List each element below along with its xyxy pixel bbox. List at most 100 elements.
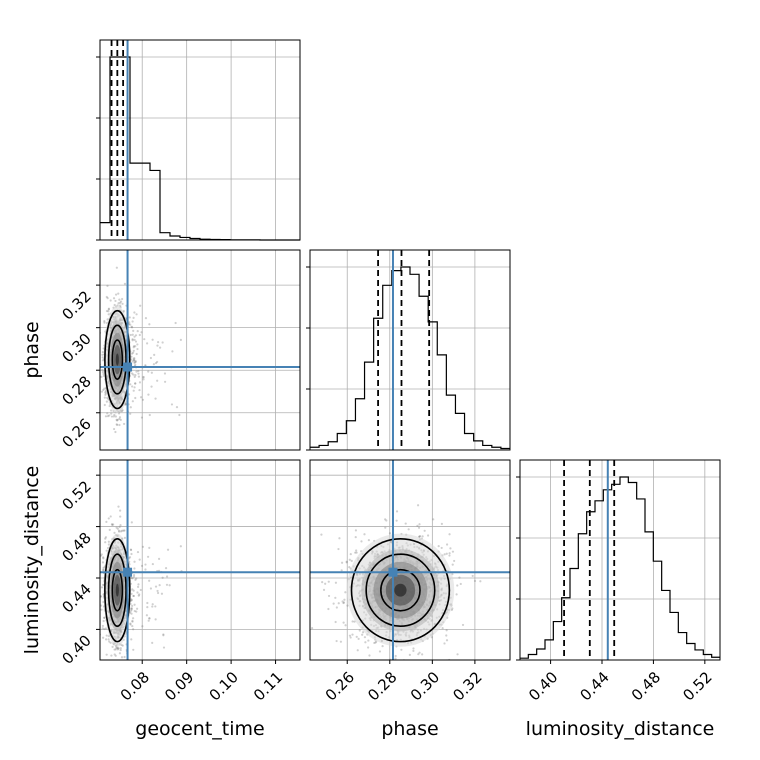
sample-point <box>111 645 114 648</box>
sample-point <box>131 619 134 622</box>
sample-point <box>354 551 357 554</box>
x-tick-label: 0.40 <box>525 668 561 704</box>
sample-point <box>138 381 142 384</box>
sample-point <box>154 585 158 588</box>
hist-phase-grid <box>310 250 510 450</box>
sample-point <box>344 591 347 594</box>
sample-point <box>119 648 122 652</box>
histogram-bar <box>465 434 474 450</box>
sample-point <box>108 640 111 643</box>
histogram-bar <box>130 163 140 240</box>
sample-point <box>105 520 108 523</box>
histogram-bar <box>562 598 570 660</box>
histogram-bar <box>437 355 446 450</box>
sample-point <box>122 529 125 532</box>
sample-point <box>117 505 120 508</box>
sample-point <box>448 533 451 536</box>
sample-point <box>150 385 153 388</box>
sample-point <box>115 266 118 269</box>
sample-point <box>132 316 135 319</box>
sample-point <box>101 627 104 630</box>
sample-point <box>138 593 141 596</box>
sample-point <box>150 371 153 374</box>
sample-point <box>134 374 137 377</box>
histogram-bar <box>553 622 561 660</box>
sample-point <box>130 607 133 610</box>
histogram-bar <box>319 445 328 450</box>
sample-point <box>156 589 159 593</box>
density-panel-phase-luminosity_distance <box>310 460 510 663</box>
histogram-bar <box>346 421 355 450</box>
sample-point <box>445 543 449 546</box>
histogram-bar <box>483 445 492 450</box>
sample-point <box>415 661 417 663</box>
sample-point <box>106 284 109 287</box>
sample-point <box>111 523 114 527</box>
sample-point <box>119 304 122 307</box>
sample-point <box>102 372 105 376</box>
sample-point <box>114 299 117 303</box>
sample-point <box>171 350 174 353</box>
sample-point <box>161 341 164 344</box>
histogram-bar <box>653 561 661 660</box>
sample-point <box>348 558 351 561</box>
sample-point <box>102 583 105 587</box>
sample-point <box>445 552 448 555</box>
sample-point <box>118 417 121 420</box>
contour-line <box>104 537 131 643</box>
sample-point <box>109 299 112 302</box>
histogram-bar <box>628 482 636 660</box>
sample-point <box>129 623 132 626</box>
x-tick-label: 0.48 <box>628 668 664 704</box>
density-geocent_time-phase-grid <box>100 250 300 450</box>
sample-point <box>101 359 105 362</box>
sample-point <box>165 583 169 586</box>
histogram-bar <box>678 633 686 660</box>
sample-point <box>102 636 105 639</box>
sample-point <box>160 592 164 595</box>
histogram-bar <box>595 501 603 660</box>
sample-point <box>133 386 136 389</box>
sample-point <box>121 297 124 301</box>
sample-point <box>450 608 453 612</box>
y-tick-label: 0.48 <box>58 529 94 565</box>
sample-point <box>107 517 110 520</box>
sample-point <box>337 547 340 551</box>
sample-point <box>107 310 110 313</box>
sample-point <box>367 539 370 542</box>
sample-point <box>133 375 136 379</box>
sample-point <box>104 391 107 394</box>
truth-marker <box>123 362 133 372</box>
sample-point <box>137 375 141 378</box>
contour-line <box>111 568 124 612</box>
sample-point <box>146 601 149 605</box>
sample-point <box>104 536 108 539</box>
x-tick-label: 0.10 <box>206 668 242 704</box>
histogram-bar <box>160 233 170 240</box>
sample-point <box>108 404 111 408</box>
sample-point <box>132 628 135 631</box>
sample-point <box>445 639 449 642</box>
sample-point <box>131 604 134 607</box>
x-tick-label: 0.09 <box>161 668 197 704</box>
sample-point <box>130 325 133 328</box>
sample-point <box>417 526 421 529</box>
sample-point <box>134 363 137 366</box>
sample-point <box>135 577 138 580</box>
sample-point <box>118 652 122 655</box>
sample-point <box>116 418 119 421</box>
sample-point <box>340 561 344 564</box>
sample-point <box>348 634 352 637</box>
sample-point <box>350 559 353 562</box>
sample-point <box>136 591 139 594</box>
sample-point <box>117 674 119 676</box>
sample-point <box>124 403 128 406</box>
sample-point <box>168 584 171 587</box>
sample-point <box>114 648 117 651</box>
histogram-bar <box>612 484 620 660</box>
sample-point <box>324 582 327 585</box>
sample-point <box>451 550 455 553</box>
sample-point <box>397 661 399 663</box>
sample-point <box>144 563 147 566</box>
